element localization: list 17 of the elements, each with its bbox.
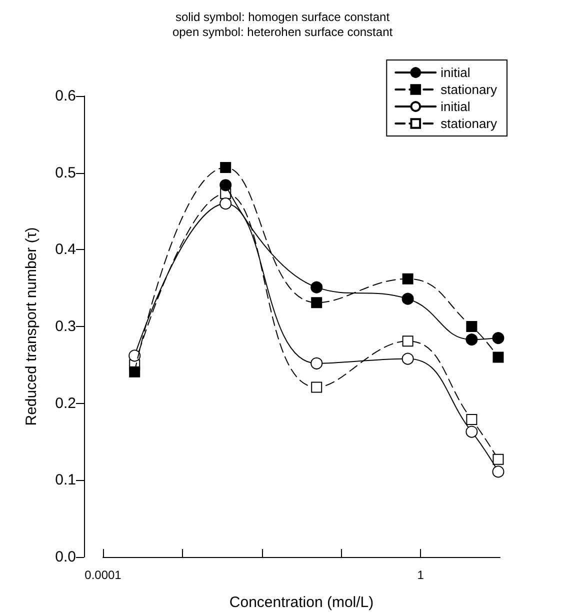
legend-label: stationary [440,82,498,97]
y-tick-label: 0.1 [55,472,76,489]
y-tick-label: 0.6 [55,88,76,104]
legend-label: initial [440,65,470,80]
chart-subtitle: open symbol: heterohen surface constant [172,25,394,39]
legend-label: stationary [440,116,498,131]
y-tick-label: 0.5 [55,164,76,182]
y-tick-label: 0.2 [55,394,76,412]
x-tick-label: 0.0001 [84,568,122,582]
x-tick-label: 1 [417,568,424,582]
y-tick-label: 0.3 [55,318,76,335]
y-axis-title: Reduced transport number (τ) [23,227,40,426]
legend-label: initial [440,99,470,114]
y-tick-label: 0.0 [55,548,76,566]
y-tick-label: 0.4 [55,241,76,258]
chart-title: solid symbol: homogen surface constant [175,10,390,24]
x-axis-title: Concentration (mol/L) [229,594,374,611]
